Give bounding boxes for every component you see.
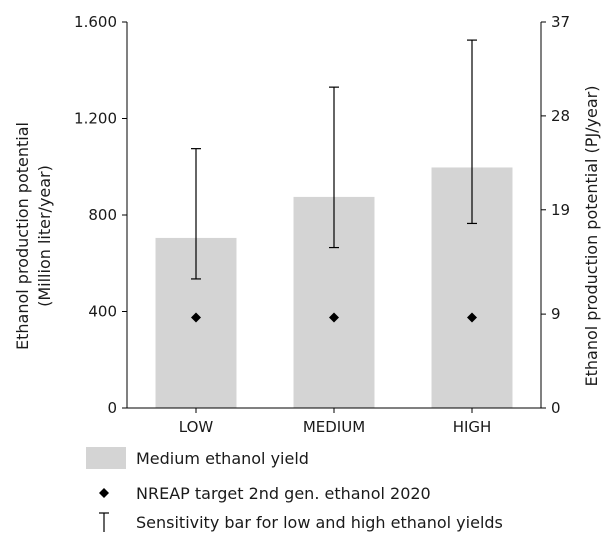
error-bar-high	[467, 39, 477, 225]
marker-nreap-high	[467, 312, 477, 323]
error-bars-layer	[191, 39, 477, 280]
marker-nreap-low	[191, 312, 201, 323]
legend-label-nreap: NREAP target 2nd gen. ethanol 2020	[136, 484, 431, 503]
x-tick-label-low: LOW	[179, 418, 214, 436]
error-bar-low	[191, 148, 201, 280]
legend: Medium ethanol yield NREAP target 2nd ge…	[86, 447, 503, 532]
legend-sensitivity-bar-icon	[99, 512, 109, 532]
y-tick-label-right: 37	[551, 13, 570, 31]
legend-label-sensitivity: Sensitivity bar for low and high ethanol…	[136, 513, 503, 532]
y-axis-title-right: Ethanol production potential (PJ/year)	[582, 86, 601, 387]
y-tick-label-right: 0	[551, 399, 561, 417]
y-tick-label-left: 400	[88, 303, 117, 321]
y-tick-label-right: 19	[551, 201, 570, 219]
y-tick-label-left: 0	[107, 399, 117, 417]
y-tick-label-right: 28	[551, 107, 570, 125]
legend-swatch-medium-yield	[86, 447, 126, 469]
axes-layer	[122, 21, 546, 413]
y-axis-title-left-line-1: Ethanol production potential	[13, 122, 32, 350]
markers-layer	[191, 312, 477, 323]
marker-nreap-medium	[329, 312, 339, 323]
legend-marker-nreap	[99, 488, 109, 498]
y-tick-label-right: 9	[551, 305, 561, 323]
error-bar-medium	[329, 86, 339, 249]
y-tick-label-left: 1.600	[74, 13, 117, 31]
ticks-layer: LOW MEDIUM HIGH 0 400 800 1.200 1.600 0 9 19 28 37	[74, 13, 570, 436]
legend-label-medium-yield: Medium ethanol yield	[136, 449, 309, 468]
x-tick-label-high: HIGH	[453, 418, 492, 436]
x-tick-label-medium: MEDIUM	[303, 418, 365, 436]
y-tick-label-left: 800	[88, 206, 117, 224]
y-tick-label-left: 1.200	[74, 110, 117, 128]
y-axis-title-left-line-2: (Million liter/year)	[35, 165, 54, 307]
